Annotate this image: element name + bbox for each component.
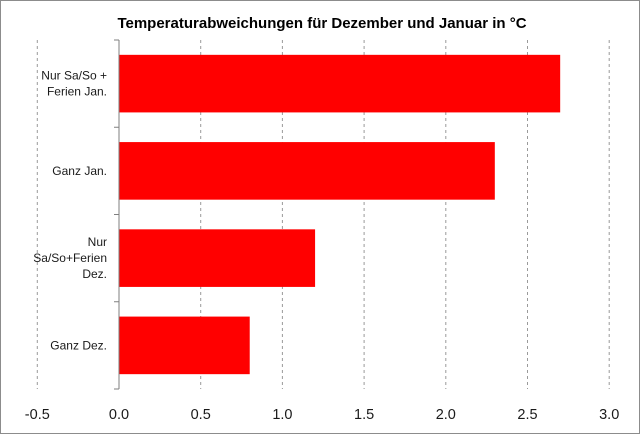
category-label: Dez. [82,267,107,281]
chart-title: Temperaturabweichungen für Dezember und … [117,15,526,32]
category-label: Ganz Jan. [52,164,107,178]
category-label: Sa/So+Ferien [33,251,107,265]
bar [119,229,316,287]
x-tick-label: 1.0 [272,407,292,423]
bar [119,142,495,200]
category-labels: Nur Sa/So + Ferien Jan. Ganz Jan. Nur Sa/So+… [33,69,107,353]
x-tick-label: 0.5 [191,407,211,423]
x-tick-label: 1.5 [354,407,374,423]
bar [119,316,250,375]
x-tick-label: 2.0 [436,407,456,423]
category-label: Ganz Dez. [50,338,107,352]
bars [119,54,561,375]
x-tick-label: -0.5 [25,407,50,423]
category-label: Nur Sa/So + [41,69,107,83]
category-label: Nur [88,235,107,249]
axes [114,39,120,390]
bar [119,54,561,113]
category-label: Ferien Jan. [47,85,107,99]
x-tick-label: 2.5 [517,407,537,423]
x-tick-label: 3.0 [599,407,619,423]
x-tick-label: 0.0 [109,407,129,423]
x-tick-labels: -0.5 0.0 0.5 1.0 1.5 2.0 2.5 3.0 [25,407,619,423]
